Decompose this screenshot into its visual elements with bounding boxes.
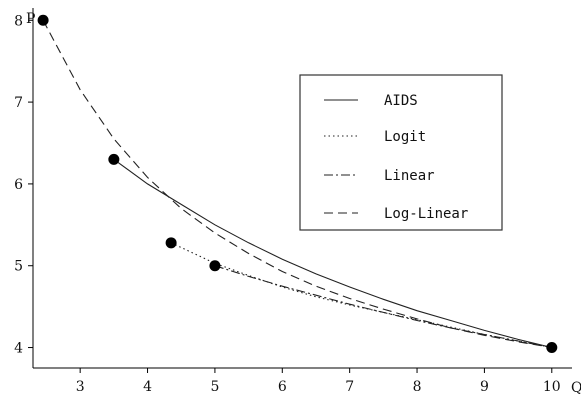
data-point-marker bbox=[165, 237, 177, 249]
x-tick-label: 4 bbox=[143, 379, 152, 395]
legend-label-logit: Logit bbox=[384, 129, 426, 145]
legend-label-aids: AIDS bbox=[384, 93, 418, 109]
y-tick-label: 6 bbox=[14, 177, 23, 193]
legend-label-linear: Linear bbox=[384, 168, 435, 184]
series-line-aids bbox=[113, 158, 552, 349]
x-axis-label: Q bbox=[571, 380, 581, 396]
data-point-marker bbox=[37, 14, 49, 26]
legend-box bbox=[299, 74, 503, 231]
legend: AIDS Logit Linear Log-Linear bbox=[299, 74, 503, 231]
data-point-marker bbox=[546, 342, 558, 354]
x-tick-label: 8 bbox=[413, 379, 422, 395]
y-tick-label: 4 bbox=[14, 341, 23, 357]
x-tick-label: 6 bbox=[278, 379, 287, 395]
y-axis-label: P bbox=[26, 11, 35, 27]
x-tick-label: 3 bbox=[76, 379, 85, 395]
axes: 4 5 6 7 8 3 4 5 6 7 8 9 10 bbox=[14, 8, 572, 395]
data-point-marker bbox=[209, 260, 221, 272]
y-tick-label: 7 bbox=[14, 95, 23, 111]
x-tick-label: 9 bbox=[480, 379, 489, 395]
x-tick-label: 10 bbox=[543, 379, 561, 395]
series-line-log-linear bbox=[42, 20, 552, 349]
y-tick-label: 5 bbox=[14, 259, 23, 275]
x-tick-label: 7 bbox=[345, 379, 354, 395]
legend-label-log-linear: Log-Linear bbox=[384, 206, 468, 222]
series-line-linear bbox=[214, 265, 552, 349]
series-line-logit bbox=[170, 242, 552, 349]
x-tick-label: 5 bbox=[210, 379, 219, 395]
data-point-marker bbox=[108, 153, 120, 165]
y-tick-label: 8 bbox=[14, 13, 23, 29]
marker-layer bbox=[37, 14, 558, 354]
series-layer bbox=[42, 20, 552, 349]
